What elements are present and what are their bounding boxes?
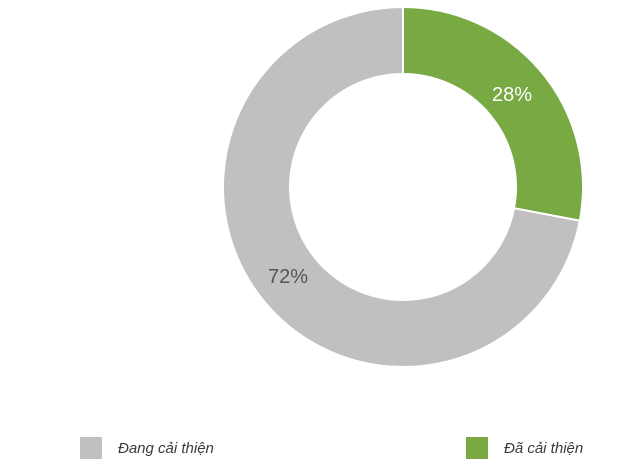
legend-label-improving: Đang cải thiện xyxy=(118,439,214,457)
slice-label-improving: 72% xyxy=(268,266,308,288)
donut-slices xyxy=(222,6,584,368)
legend-label-improved: Đã cải thiện xyxy=(504,439,584,457)
slice-label-improved: 28% xyxy=(492,84,532,106)
legend-swatch-improved xyxy=(466,437,488,459)
legend-item-improved: Đã cải thiện xyxy=(466,437,583,459)
donut-slice-improving xyxy=(222,6,581,368)
legend-swatch-improving xyxy=(80,437,102,459)
legend-item-improving: Đang cải thiện xyxy=(80,437,214,459)
donut-slice-improved xyxy=(402,6,584,222)
donut-labels: 28% 72% xyxy=(268,84,532,288)
